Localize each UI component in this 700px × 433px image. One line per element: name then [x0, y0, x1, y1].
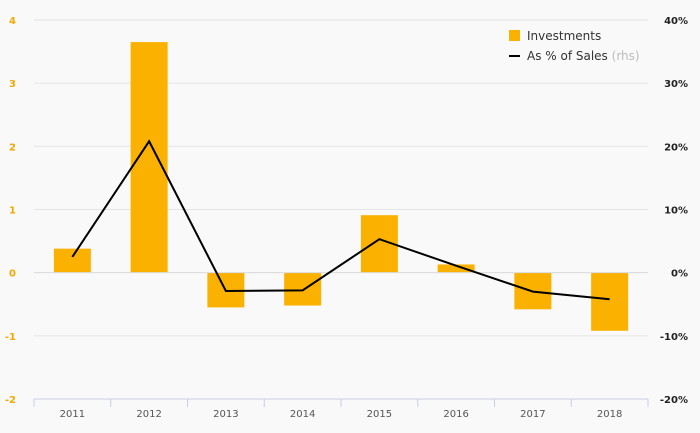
x-tick-label: 2016 [443, 409, 468, 420]
right-axis: -20% -10% 0% 10% 20% 30% 40% [660, 16, 688, 406]
bar [437, 264, 475, 273]
x-tick-label: 2013 [213, 409, 238, 420]
bar [591, 272, 629, 331]
bar [284, 272, 322, 306]
legend-label-sales: As % of Sales (rhs) [527, 49, 640, 63]
legend: Investments As % of Sales (rhs) [509, 29, 640, 63]
y-left-tick-label: -2 [5, 395, 16, 406]
y-left-tick-label: 2 [9, 142, 16, 153]
line-series [71, 139, 610, 301]
x-tick-label: 2014 [290, 409, 315, 420]
legend-label-investments: Investments [527, 29, 601, 43]
x-axis: 2011 2012 2013 2014 2015 2016 2017 2018 [33, 398, 649, 420]
y-left-tick-label: 0 [9, 269, 16, 280]
y-left-tick-label: -1 [5, 332, 16, 343]
x-tick-label: 2018 [597, 409, 622, 420]
sales-line [71, 139, 610, 301]
y-right-tick-label: 40% [664, 16, 688, 27]
y-right-tick-label: 30% [664, 79, 688, 90]
y-left-tick-label: 1 [9, 206, 16, 217]
x-tick-label: 2015 [367, 409, 392, 420]
grid [34, 19, 648, 400]
x-tick-label: 2012 [136, 409, 161, 420]
bar [130, 42, 168, 273]
bar [53, 248, 91, 273]
y-right-tick-label: 0% [671, 269, 688, 280]
y-left-tick-label: 3 [9, 79, 16, 90]
y-right-tick-label: -10% [660, 332, 688, 343]
y-right-tick-label: 20% [664, 142, 688, 153]
bars [53, 42, 629, 331]
legend-swatch-investments [509, 30, 520, 41]
left-axis: -2 -1 0 1 2 3 4 [5, 16, 16, 406]
y-right-tick-label: -20% [660, 395, 688, 406]
y-right-tick-label: 10% [664, 206, 688, 217]
x-tick-label: 2011 [60, 409, 85, 420]
y-left-tick-label: 4 [9, 16, 16, 27]
x-tick-label: 2017 [520, 409, 545, 420]
